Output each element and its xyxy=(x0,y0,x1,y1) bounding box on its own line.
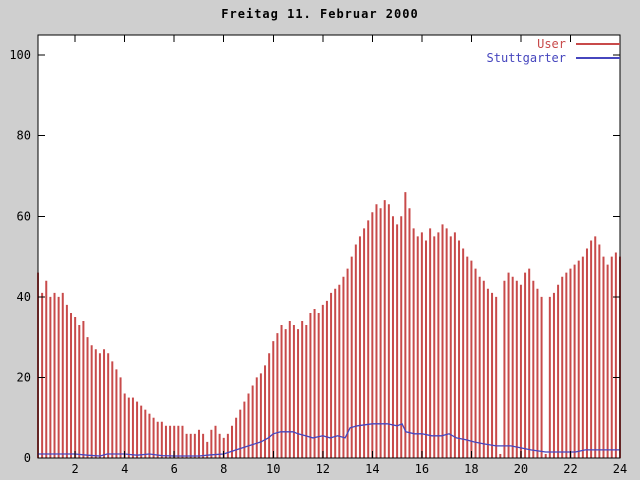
legend-label-user: User xyxy=(537,36,566,51)
svg-text:16: 16 xyxy=(415,462,429,476)
svg-text:10: 10 xyxy=(266,462,280,476)
svg-text:2: 2 xyxy=(72,462,79,476)
stuttgarter-line xyxy=(38,422,620,457)
axis-ticks xyxy=(38,35,621,459)
legend-line-sample-user xyxy=(576,42,620,45)
svg-text:40: 40 xyxy=(17,290,31,304)
svg-text:4: 4 xyxy=(121,462,128,476)
svg-text:20: 20 xyxy=(17,370,31,384)
plot-background xyxy=(38,35,620,458)
svg-text:6: 6 xyxy=(171,462,178,476)
svg-text:12: 12 xyxy=(316,462,330,476)
legend-line-sample-stuttgarter xyxy=(576,56,620,59)
svg-text:0: 0 xyxy=(24,451,31,465)
svg-text:14: 14 xyxy=(365,462,379,476)
svg-text:18: 18 xyxy=(464,462,478,476)
chart-title: Freitag 11. Februar 2000 xyxy=(221,7,419,21)
svg-text:22: 22 xyxy=(563,462,577,476)
svg-text:60: 60 xyxy=(17,209,31,223)
legend-item-stuttgarter: Stuttgarter xyxy=(486,50,620,65)
user-bars-series xyxy=(37,192,622,458)
svg-text:80: 80 xyxy=(17,129,31,143)
legend-label-stuttgarter: Stuttgarter xyxy=(486,50,566,65)
svg-text:100: 100 xyxy=(9,48,31,62)
svg-text:8: 8 xyxy=(220,462,227,476)
svg-text:24: 24 xyxy=(613,462,627,476)
legend-item-user: User xyxy=(487,36,620,51)
chart-legend: User Stuttgarter xyxy=(486,36,620,65)
plot-frame xyxy=(37,34,621,459)
svg-text:20: 20 xyxy=(514,462,528,476)
